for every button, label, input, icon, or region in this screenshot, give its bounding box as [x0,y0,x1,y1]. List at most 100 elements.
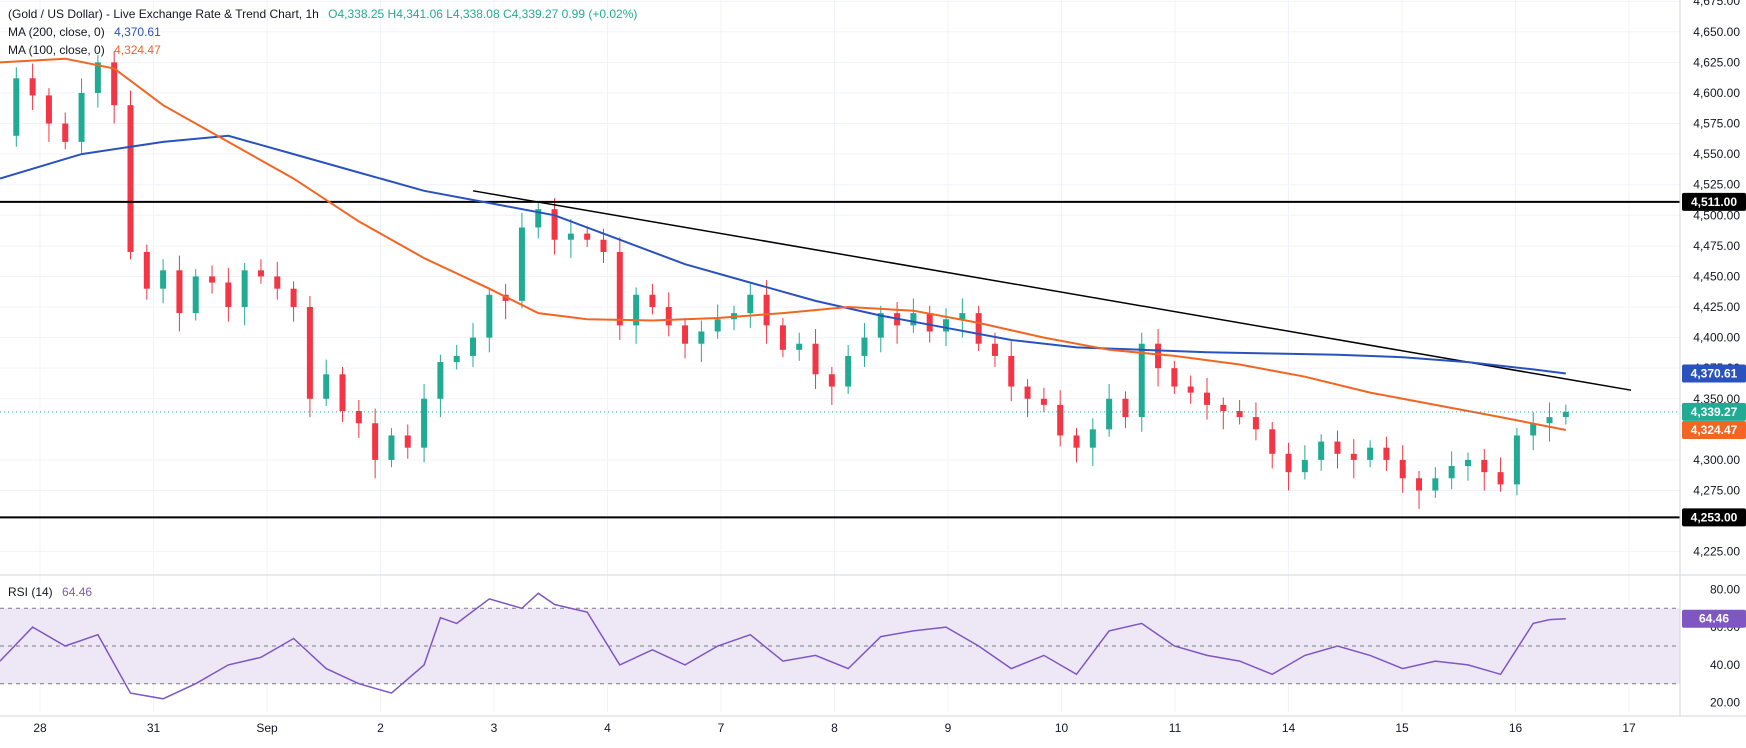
candle-body[interactable] [1106,398,1113,430]
candle-body[interactable] [1334,441,1341,454]
candle-body[interactable] [257,270,264,277]
candle-body[interactable] [192,276,199,314]
candle-body[interactable] [975,313,982,344]
candle-body[interactable] [1481,459,1488,473]
candle-body[interactable] [339,374,346,411]
candle-body[interactable] [943,319,950,332]
candle-body[interactable] [1448,466,1455,479]
candle-body[interactable] [78,92,85,142]
candle-body[interactable] [861,337,868,356]
candle-body[interactable] [388,435,395,460]
candle-body[interactable] [747,294,754,314]
candle-body[interactable] [812,343,819,375]
candle-body[interactable] [551,209,558,240]
candle-body[interactable] [1416,478,1423,491]
rsi-legend[interactable]: RSI (14) 64.46 [8,584,92,600]
candle-body[interactable] [584,233,591,240]
candle-body[interactable] [372,423,379,460]
candle-body[interactable] [306,307,313,399]
candle-body[interactable] [828,374,835,387]
candle-body[interactable] [616,251,623,326]
candle-body[interactable] [1383,447,1390,460]
candle-body[interactable] [45,95,52,124]
candle-body[interactable] [176,270,183,314]
downtrend-line[interactable] [472,190,1632,391]
candle-body[interactable] [13,78,20,136]
candle-body[interactable] [1530,423,1537,436]
candle-body[interactable] [1008,355,1015,387]
ma100-legend[interactable]: MA (100, close, 0) 4,324.47 [8,42,161,58]
candle-body[interactable] [1513,435,1520,485]
candle-body[interactable] [290,288,297,308]
candle-body[interactable] [991,343,998,356]
candle-body[interactable] [926,313,933,332]
candle-body[interactable] [1073,435,1080,448]
candle-body[interactable] [1220,404,1227,411]
candle-body[interactable] [1187,386,1194,393]
candle-body[interactable] [877,313,884,338]
candle-body[interactable] [1252,417,1259,430]
candle-body[interactable] [600,239,607,252]
candle-body[interactable] [1350,453,1357,460]
candle-body[interactable] [959,313,966,320]
candle-body[interactable] [1301,459,1308,473]
candle-body[interactable] [62,123,69,142]
candle-body[interactable] [1203,392,1210,405]
candle-body[interactable] [1155,343,1162,369]
candle-body[interactable] [1562,411,1569,418]
candle-body[interactable] [241,270,248,308]
candle-body[interactable] [437,362,444,399]
candle-body[interactable] [470,337,477,356]
ma200-line[interactable] [0,134,1566,375]
candle-body[interactable] [421,398,428,448]
candle-body[interactable] [486,294,493,338]
ma200-legend[interactable]: MA (200, close, 0) 4,370.61 [8,24,161,40]
candle-body[interactable] [1318,441,1325,460]
candle-body[interactable] [1122,398,1129,418]
candle-body[interactable] [665,307,672,326]
candle-body[interactable] [779,325,786,350]
candle-body[interactable] [323,374,330,399]
candle-body[interactable] [127,105,134,252]
candle-body[interactable] [763,294,770,326]
candle-body[interactable] [1138,343,1145,418]
candle-body[interactable] [796,343,803,350]
candle-body[interactable] [1464,459,1471,467]
candle-body[interactable] [404,435,411,448]
candle-body[interactable] [1236,410,1243,418]
candle-body[interactable] [1367,447,1374,460]
candle-body[interactable] [698,331,705,344]
candle-body[interactable] [1399,459,1406,479]
candle-body[interactable] [143,251,150,289]
candle-body[interactable] [355,410,362,424]
candle-body[interactable] [714,319,721,332]
candle-body[interactable] [1089,429,1096,448]
candle-body[interactable] [649,294,656,308]
candle-body[interactable] [535,209,542,228]
candle-body[interactable] [845,355,852,387]
candle-body[interactable] [94,62,101,93]
candle-body[interactable] [1171,368,1178,387]
candle-body[interactable] [1432,478,1439,491]
candle-body[interactable] [518,227,525,301]
candle-body[interactable] [633,294,640,326]
rsi-line[interactable] [0,592,1566,700]
candle-body[interactable] [567,233,574,240]
ma100-line[interactable] [0,57,1566,431]
candle-body[interactable] [274,276,281,289]
candle-body[interactable] [29,78,36,96]
price-pane[interactable] [0,51,1680,519]
candle-body[interactable] [225,282,232,308]
candle-body[interactable] [160,270,167,289]
candle-body[interactable] [111,62,118,106]
candle-body[interactable] [1040,398,1047,405]
candle-body[interactable] [1057,404,1064,436]
candle-body[interactable] [682,325,689,344]
candle-body[interactable] [1285,453,1292,473]
candle-body[interactable] [1497,472,1504,485]
rsi-pane[interactable] [0,592,1680,700]
candle-body[interactable] [1269,429,1276,454]
candle-body[interactable] [910,313,917,326]
candle-body[interactable] [1024,386,1031,399]
